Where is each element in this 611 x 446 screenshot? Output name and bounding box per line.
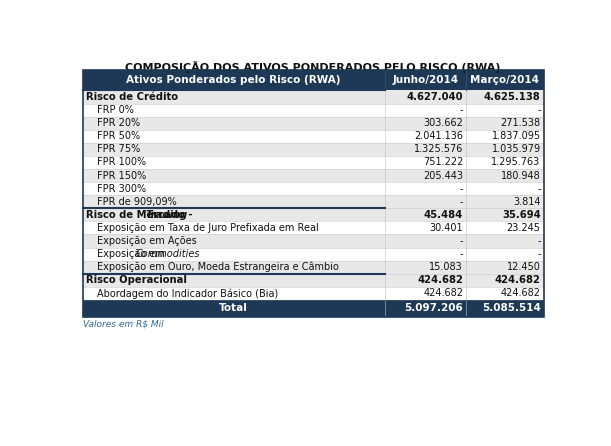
Text: FPR 50%: FPR 50%: [97, 131, 140, 141]
Text: 424.682: 424.682: [495, 275, 541, 285]
Text: -: -: [537, 184, 541, 194]
Text: 30.401: 30.401: [430, 223, 463, 233]
Text: 424.682: 424.682: [500, 289, 541, 298]
Text: 4.627.040: 4.627.040: [406, 92, 463, 102]
Text: 303.662: 303.662: [423, 118, 463, 128]
Text: 4.625.138: 4.625.138: [484, 92, 541, 102]
Bar: [82, 117, 544, 130]
Text: FPR 100%: FPR 100%: [97, 157, 145, 168]
Bar: [82, 70, 544, 317]
Text: 751.222: 751.222: [423, 157, 463, 168]
Text: FPR 150%: FPR 150%: [97, 170, 146, 181]
Text: -: -: [537, 236, 541, 246]
Bar: [82, 169, 544, 182]
Text: Exposição em Taxa de Juro Prefixada em Real: Exposição em Taxa de Juro Prefixada em R…: [97, 223, 318, 233]
Text: 205.443: 205.443: [423, 170, 463, 181]
Bar: [82, 195, 544, 208]
Text: Risco Operacional: Risco Operacional: [86, 275, 186, 285]
Text: -: -: [459, 197, 463, 207]
Bar: [82, 274, 544, 287]
Text: Total: Total: [219, 303, 248, 314]
Bar: [82, 182, 544, 195]
Text: 45.484: 45.484: [424, 210, 463, 220]
Text: Risco de Crédito: Risco de Crédito: [86, 92, 178, 102]
Bar: [82, 300, 544, 317]
Bar: [82, 156, 544, 169]
Text: FPR 300%: FPR 300%: [97, 184, 145, 194]
Text: 1.837.095: 1.837.095: [491, 131, 541, 141]
Text: Commodities: Commodities: [135, 249, 200, 259]
Text: 180.948: 180.948: [501, 170, 541, 181]
Text: Exposição em: Exposição em: [97, 249, 167, 259]
Bar: [82, 103, 544, 117]
Text: FPR 20%: FPR 20%: [97, 118, 140, 128]
Bar: [82, 208, 544, 221]
Text: Ativos Ponderados pelo Risco (RWA): Ativos Ponderados pelo Risco (RWA): [126, 75, 341, 86]
Text: 271.538: 271.538: [500, 118, 541, 128]
Text: Exposição em Ouro, Moeda Estrangeira e Câmbio: Exposição em Ouro, Moeda Estrangeira e C…: [97, 262, 338, 273]
Text: Abordagem do Indicador Básico (Bia): Abordagem do Indicador Básico (Bia): [97, 288, 278, 299]
Bar: [82, 130, 544, 143]
Text: 424.682: 424.682: [417, 275, 463, 285]
Text: FPR 75%: FPR 75%: [97, 145, 140, 154]
Text: -: -: [459, 236, 463, 246]
Text: 5.085.514: 5.085.514: [481, 303, 541, 314]
Text: 5.097.206: 5.097.206: [404, 303, 463, 314]
Text: Março/2014: Março/2014: [470, 75, 540, 86]
Text: 12.450: 12.450: [507, 262, 541, 272]
Text: COMPOSIÇÃO DOS ATIVOS PONDERADOS PELO RISCO (RWA): COMPOSIÇÃO DOS ATIVOS PONDERADOS PELO RI…: [125, 61, 501, 73]
Text: Junho/2014: Junho/2014: [392, 75, 459, 86]
Bar: [82, 91, 544, 103]
Text: 1.035.979: 1.035.979: [491, 145, 541, 154]
Text: FRP 0%: FRP 0%: [97, 105, 133, 115]
Text: 15.083: 15.083: [430, 262, 463, 272]
Text: 424.682: 424.682: [423, 289, 463, 298]
Bar: [82, 221, 544, 235]
Text: Valores em R$ Mil: Valores em R$ Mil: [82, 320, 163, 329]
Text: 35.694: 35.694: [502, 210, 541, 220]
Text: 3.814: 3.814: [513, 197, 541, 207]
Bar: [82, 70, 544, 91]
Text: 2.041.136: 2.041.136: [414, 131, 463, 141]
Bar: [82, 287, 544, 300]
Text: -: -: [459, 184, 463, 194]
Text: -: -: [459, 105, 463, 115]
Text: Risco de Mercado -: Risco de Mercado -: [86, 210, 196, 220]
Text: Exposição em Ações: Exposição em Ações: [97, 236, 196, 246]
Text: 1.325.576: 1.325.576: [414, 145, 463, 154]
Bar: [82, 235, 544, 248]
Bar: [82, 248, 544, 260]
Text: -: -: [537, 105, 541, 115]
Bar: [82, 260, 544, 274]
Text: -: -: [459, 249, 463, 259]
Text: 23.245: 23.245: [507, 223, 541, 233]
Text: 1.295.763: 1.295.763: [491, 157, 541, 168]
Text: FPR de 909,09%: FPR de 909,09%: [97, 197, 177, 207]
Bar: [82, 143, 544, 156]
Text: Trading: Trading: [145, 210, 188, 220]
Text: -: -: [537, 249, 541, 259]
